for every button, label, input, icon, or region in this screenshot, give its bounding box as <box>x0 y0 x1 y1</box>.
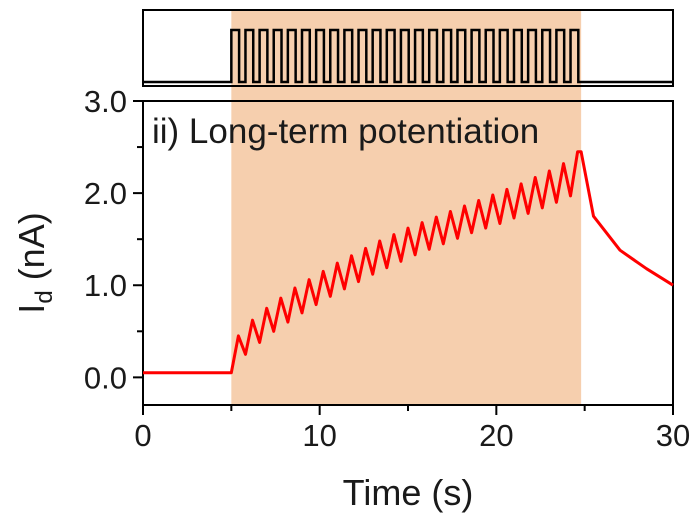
y-axis-title-subscript: d <box>31 290 58 303</box>
y-axis-title-unit: (nA) <box>11 212 52 290</box>
y-tick-label: 3.0 <box>84 84 127 119</box>
panel-label: ii) Long-term potentiation <box>152 112 539 151</box>
x-tick-label: 0 <box>134 418 151 453</box>
x-tick-label: 20 <box>479 418 513 453</box>
x-tick-label: 30 <box>656 418 690 453</box>
x-axis-title: Time (s) <box>343 472 474 513</box>
x-tick-label: 10 <box>302 418 336 453</box>
x-axis-ticks: 0 10 20 30 <box>134 405 690 453</box>
y-axis-title: Id (nA) <box>11 212 58 313</box>
y-axis-ticks: 0.0 1.0 2.0 3.0 <box>84 84 143 395</box>
y-tick-label: 0.0 <box>84 360 127 395</box>
y-tick-label: 2.0 <box>84 176 127 211</box>
y-axis-title-main: I <box>11 304 52 314</box>
current-trace-line <box>143 150 674 375</box>
pulse-panel-frame <box>142 9 674 87</box>
stimulus-pulse-train <box>143 28 673 84</box>
y-tick-label: 1.0 <box>84 268 127 303</box>
